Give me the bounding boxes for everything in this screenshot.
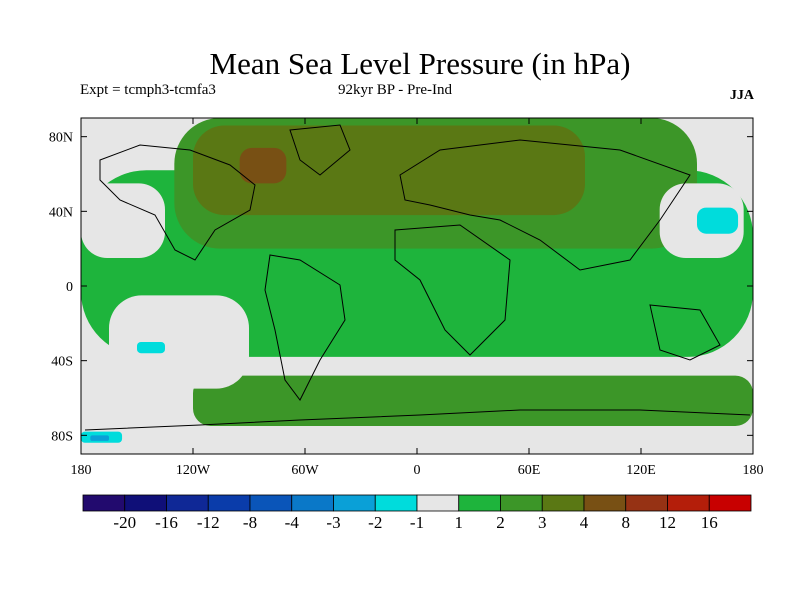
- pressure-region: [193, 375, 753, 426]
- colorbar-swatch: [124, 494, 167, 512]
- x-tick-label: 120E: [626, 463, 656, 478]
- period-label: 92kyr BP - Pre-Ind: [338, 82, 453, 98]
- pressure-region: [90, 435, 109, 441]
- y-tick-label: 40N: [49, 205, 73, 220]
- x-tick-label: 120W: [176, 463, 211, 478]
- colorbar-label: -1: [410, 513, 424, 532]
- colorbar-label: -8: [243, 513, 257, 532]
- colorbar-swatch: [166, 494, 209, 512]
- x-tick-label: 180: [743, 463, 764, 478]
- x-tick-label: 60W: [291, 463, 319, 478]
- colorbar-label: -20: [113, 513, 136, 532]
- pressure-field: [81, 118, 753, 454]
- colorbar-label: 2: [496, 513, 505, 532]
- colorbar-label: 16: [701, 513, 718, 532]
- colorbar-label: -16: [155, 513, 178, 532]
- x-tick-label: 180: [71, 463, 92, 478]
- experiment-label: Expt = tcmph3-tcmfa3: [80, 82, 216, 98]
- colorbar-label: -2: [368, 513, 382, 532]
- coastlines: [84, 124, 751, 431]
- colorbar-swatch: [667, 494, 710, 512]
- colorbar-label: 12: [659, 513, 676, 532]
- map-axes: 180 120W 60W 0 60E 120E 180 80N 40N 0 40S 80S: [49, 118, 764, 478]
- pressure-region: [697, 207, 739, 234]
- pressure-region: [239, 147, 287, 184]
- pressure-region: [109, 295, 249, 389]
- pressure-region: [193, 125, 585, 216]
- colorbar-swatch: [416, 494, 460, 512]
- colorbar: -20 -16 -12 -8 -4 -3 -2 -1 1 2 3 4 8 12 16: [82, 494, 752, 532]
- colorbar-swatch: [708, 494, 752, 512]
- colorbar-label: -4: [285, 513, 300, 532]
- colorbar-label: 1: [455, 513, 464, 532]
- colorbar-swatch: [374, 494, 418, 512]
- chart-title: Mean Sea Level Pressure (in hPa): [209, 46, 631, 81]
- colorbar-swatch: [541, 494, 585, 512]
- y-tick-label: 0: [66, 280, 73, 295]
- colorbar-swatch: [458, 494, 501, 512]
- colorbar-label: -3: [326, 513, 340, 532]
- colorbar-swatch: [625, 494, 668, 512]
- colorbar-label: -12: [197, 513, 220, 532]
- season-label: JJA: [729, 88, 754, 103]
- y-tick-label: 80S: [51, 429, 73, 444]
- y-tick-label: 80N: [49, 131, 73, 146]
- colorbar-swatch: [500, 494, 543, 512]
- y-tick-label: 40S: [51, 355, 73, 370]
- colorbar-label: 4: [580, 513, 589, 532]
- colorbar-label: 3: [538, 513, 547, 532]
- pressure-region: [137, 342, 165, 354]
- colorbar-label: 8: [622, 513, 631, 532]
- x-tick-label: 0: [414, 463, 421, 478]
- colorbar-swatch: [333, 494, 376, 512]
- colorbar-swatch: [207, 494, 251, 512]
- colorbar-swatch: [583, 494, 627, 512]
- colorbar-swatch: [82, 494, 126, 512]
- x-tick-label: 60E: [518, 463, 541, 478]
- colorbar-swatch: [249, 494, 293, 512]
- colorbar-swatch: [291, 494, 334, 512]
- pressure-region: [81, 183, 165, 258]
